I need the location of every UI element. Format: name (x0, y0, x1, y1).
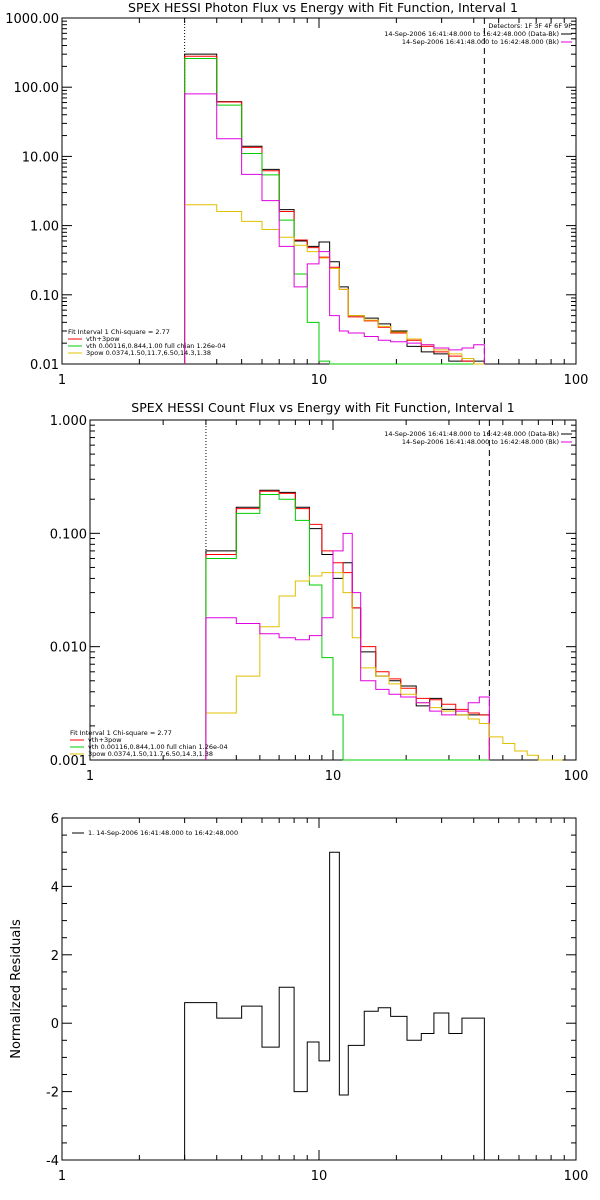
series-3-histogram (205, 572, 490, 760)
residuals-panel: Normalized Residuals 1 10 100 -4 -2 0 2 4 6 1. 1… (9, 812, 588, 1184)
photon-flux-panel: SPEX HESSI Photon Flux vs Energy with Fi… (5, 0, 588, 388)
photon-flux-legend-bottomleft: Fit Interval 1 Chi-square = 2.77 vth+3po… (68, 328, 226, 357)
legend-data-bk-label-2: 14-Sep-2006 16:41:48.000 to 16:42:48.000… (384, 430, 559, 438)
series-0-histogram (184, 53, 485, 364)
residuals-axes-frame (61, 817, 577, 1161)
count-flux-legend-topright: 14-Sep-2006 16:41:48.000 to 16:42:48.000… (384, 430, 572, 446)
y-tick-label: 0.100 (50, 527, 87, 542)
series-4-histogram (184, 93, 485, 364)
y-tick-label: 4 (51, 880, 59, 895)
x-tick-label: 100 (564, 1169, 589, 1184)
y-tick-label: 1.000 (50, 414, 87, 429)
x-tick-label: 1 (58, 373, 66, 388)
count-flux-ticks: 1 10 100 0.001 0.010 0.100 1.000 (50, 414, 589, 784)
legend-vth-label: vth 0.00116,0.844,1.00 full chian 1.26e-… (86, 342, 226, 350)
legend-bk-label: 14-Sep-2006 16:41:48.000 to 16:42:48.000… (402, 38, 559, 46)
legend-3pow-label-2: 3pow 0.0374,1.50,11.7,6.50,14.3,1.38 (88, 750, 213, 758)
y-tick-label: 0.10 (30, 289, 59, 304)
photon-flux-data (184, 18, 485, 365)
legend-bk-label-2: 14-Sep-2006 16:41:48.000 to 16:42:48.000… (402, 438, 559, 446)
fit-interval-label: Fit Interval 1 Chi-square = 2.77 (68, 328, 170, 336)
x-tick-label: 10 (311, 1169, 328, 1184)
x-tick-label: 10 (325, 769, 342, 784)
residuals-data (184, 851, 485, 1160)
model-extension-histogram (488, 723, 563, 761)
count-flux-data (205, 420, 563, 761)
residuals-ticks: 1 10 100 -4 -2 0 2 4 6 (46, 812, 588, 1184)
fit-interval-label-2: Fit Interval 1 Chi-square = 2.77 (70, 729, 172, 737)
residuals-ylabel: Normalized Residuals (9, 919, 24, 1059)
legend-detectors-label: Detectors: 1F 3F 4F 6F 9F (488, 22, 572, 30)
legend-3pow-label: 3pow 0.0374,1.50,11.7,6.50,14.3,1.38 (86, 349, 211, 357)
y-tick-label: 0 (51, 1017, 59, 1032)
y-tick-label: 100.00 (14, 81, 60, 96)
residuals-legend-label: 1. 14-Sep-2006 16:41:48.000 to 16:42:48.… (88, 829, 238, 837)
photon-flux-axes-frame (61, 17, 577, 365)
legend-vth-label-2: vth 0.00116,0.844,1.00 full chian 1.26e-… (88, 743, 228, 751)
legend-vth3pow-label-2: vth+3pow (88, 736, 122, 744)
series-3-histogram (184, 204, 485, 365)
x-tick-label: 100 (564, 373, 589, 388)
count-flux-panel: SPEX HESSI Count Flux vs Energy with Fit… (50, 400, 589, 784)
series-0-histogram (205, 489, 490, 760)
photon-flux-ticks: 1 10 100 0.01 0.10 1.00 10.00 100.00 1000.00 (5, 12, 588, 388)
y-tick-label: 10.00 (22, 150, 59, 165)
x-tick-label: 100 (564, 769, 589, 784)
x-tick-label: 10 (311, 373, 328, 388)
y-tick-label: 0.001 (50, 754, 87, 769)
x-tick-label: 1 (58, 1169, 66, 1184)
series-0-histogram (184, 851, 485, 1160)
photon-flux-legend-topright: Detectors: 1F 3F 4F 6F 9F 14-Sep-2006 16… (384, 22, 572, 46)
photon-flux-title: SPEX HESSI Photon Flux vs Energy with Fi… (128, 0, 518, 15)
x-tick-label: 1 (86, 769, 94, 784)
legend-data-bk-label: 14-Sep-2006 16:41:48.000 to 16:42:48.000… (384, 30, 559, 38)
count-flux-title: SPEX HESSI Count Flux vs Energy with Fit… (131, 400, 514, 415)
series-1-histogram (205, 490, 490, 760)
y-tick-label: 6 (51, 812, 59, 827)
y-tick-label: -4 (46, 1154, 59, 1169)
y-tick-label: 0.010 (50, 641, 87, 656)
series-2-histogram (205, 494, 490, 761)
series-1-histogram (184, 55, 485, 365)
legend-vth3pow-label: vth+3pow (86, 335, 120, 343)
count-flux-legend-bottomleft: Fit Interval 1 Chi-square = 2.77 vth+3po… (70, 729, 228, 758)
y-tick-label: 1.00 (30, 220, 59, 235)
y-tick-label: 1000.00 (5, 12, 59, 27)
y-tick-label: 0.01 (30, 358, 59, 373)
residuals-legend: 1. 14-Sep-2006 16:41:48.000 to 16:42:48.… (72, 829, 238, 837)
y-tick-label: -2 (46, 1086, 59, 1101)
y-tick-label: 2 (51, 949, 59, 964)
series-4-histogram (205, 532, 490, 760)
